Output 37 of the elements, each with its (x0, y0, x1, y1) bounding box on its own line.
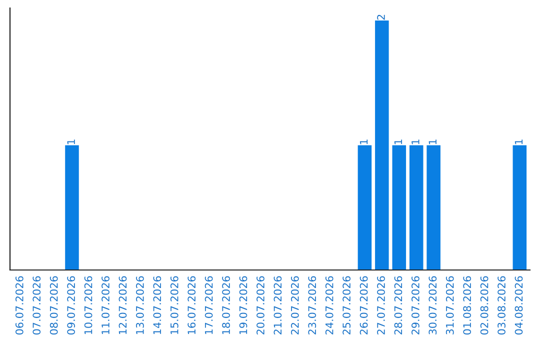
data-label: 1 (412, 140, 420, 144)
data-label: 1 (360, 140, 368, 144)
x-tick-label: 04.08.2026 (514, 276, 523, 335)
x-tick-label: 17.07.2026 (204, 276, 213, 334)
x-tick-label: 30.07.2026 (428, 276, 437, 334)
x-tick-label: 06.07.2026 (15, 276, 24, 335)
x-tick-label: 28.07.2026 (394, 276, 402, 334)
data-label: 1 (428, 140, 436, 144)
x-tick-label: 03.08.2026 (498, 276, 506, 335)
x-tick-label: 19.07.2026 (239, 276, 248, 334)
x-tick-label: 31.07.2026 (446, 276, 454, 334)
x-tick-label: 13.07.2026 (136, 276, 144, 334)
data-label: 1 (514, 140, 523, 144)
x-tick-label: 07.07.2026 (32, 276, 41, 335)
x-tick-label: 09.07.2026 (67, 276, 76, 335)
x-tick-label: 16.07.2026 (188, 276, 196, 334)
x-tick-label: 22.07.2026 (290, 276, 299, 334)
x-tick-label: 21.07.2026 (274, 276, 282, 334)
x-tick-label: 23.07.2026 (308, 276, 316, 334)
x-tick-label: 02.08.2026 (480, 276, 488, 335)
x-tick-label: 15.07.2026 (170, 276, 178, 334)
data-label: 1 (394, 140, 402, 144)
x-tick-label: 14.07.2026 (153, 276, 162, 334)
data-label: 2 (377, 14, 385, 20)
x-tick-label: 20.07.2026 (256, 276, 264, 334)
x-tick-label: 01.08.2026 (463, 276, 472, 335)
x-tick-label: 12.07.2026 (118, 276, 127, 334)
x-tick-label: 27.07.2026 (377, 276, 385, 334)
x-tick-label: 29.07.2026 (412, 276, 420, 334)
data-label: 1 (67, 140, 75, 144)
x-tick-label: 08.07.2026 (50, 276, 58, 335)
x-tick-label: 24.07.2026 (325, 276, 334, 334)
x-tick-label: 26.07.2026 (360, 276, 368, 334)
x-tick-label: 18.07.2026 (222, 276, 230, 334)
x-tick-label: 11.07.2026 (102, 276, 110, 334)
x-tick-label: 10.07.2026 (84, 276, 92, 334)
x-tick-label: 25.07.2026 (342, 276, 351, 334)
